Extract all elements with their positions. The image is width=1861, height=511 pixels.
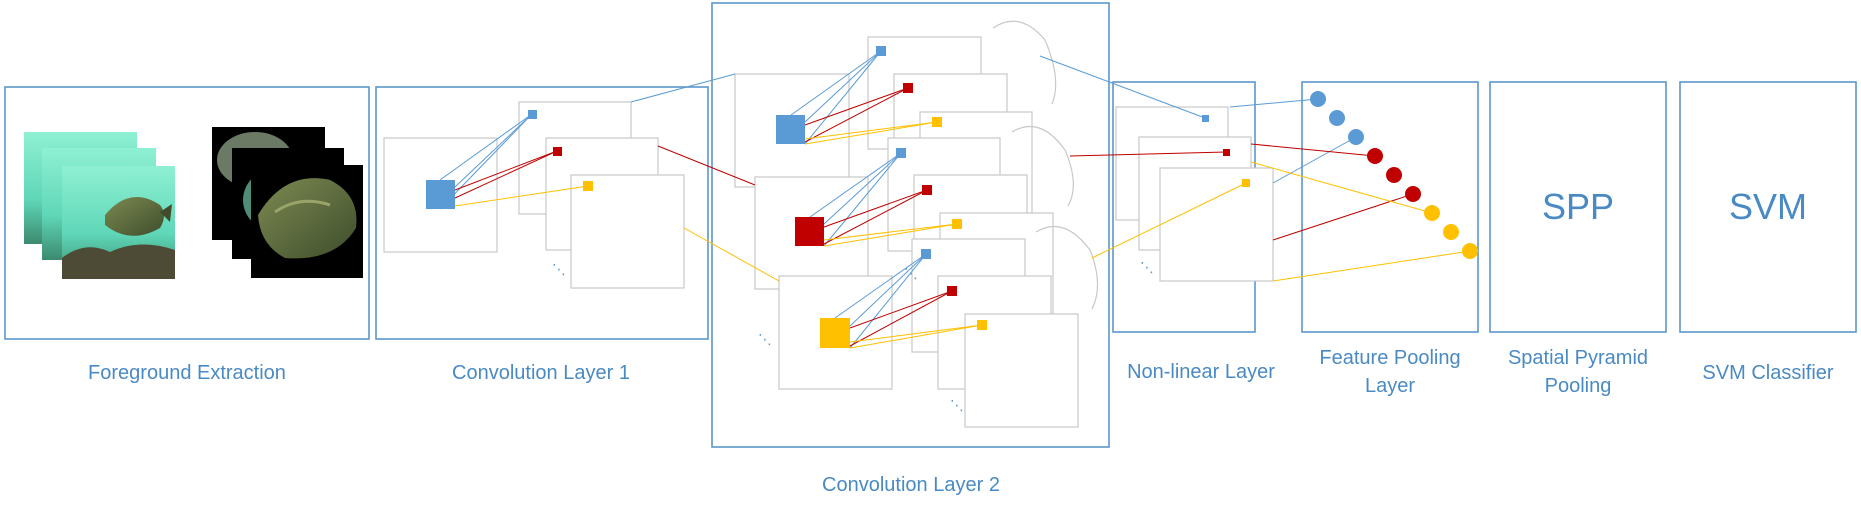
nonlinear-to-pooling-lines: [1229, 98, 1471, 282]
foreground-extraction-label: Foreground Extraction: [88, 362, 286, 384]
spatial-pyramid-pooling-label-line2: Pooling: [1545, 375, 1612, 397]
feature-pooling-box: [1301, 81, 1479, 333]
spp-box-text: SPP: [1542, 186, 1614, 227]
convolution-layer-1-label: Convolution Layer 1: [452, 362, 630, 384]
conv2-kernel-red: [795, 217, 824, 246]
non-linear-layer-label: Non-linear Layer: [1127, 361, 1275, 383]
conv1-output-blue: [528, 110, 537, 119]
svm-box: [1679, 81, 1857, 333]
pooled-feature-red-2: [1386, 167, 1402, 183]
conv2-page-curls: [992, 20, 1099, 310]
conv2-more-maps-marker-1: ⋱: [904, 266, 918, 282]
nonlinear-more-maps-marker: ⋱: [1140, 260, 1154, 276]
convolution-layer-1-stage: ⋱ Convolution Layer 1: [375, 86, 709, 384]
pooled-feature-blue-2: [1329, 110, 1345, 126]
nonlinear-output-blue: [1202, 115, 1209, 122]
svm-classifier-stage: SVM SVM Classifier: [1679, 81, 1857, 384]
pooled-feature-yellow-2: [1443, 224, 1459, 240]
convolution-layer-2-label: Convolution Layer 2: [822, 474, 1000, 496]
nonlinear-output-red: [1223, 149, 1230, 156]
non-linear-layer-stage: ⋱ Non-linear Layer: [1112, 81, 1275, 383]
conv2-more-maps-marker-3: ⋱: [950, 398, 964, 414]
conv2-to-nonlinear-lines: [1039, 55, 1247, 259]
conv1-feature-map-3: [570, 174, 685, 289]
original-image-stack: [24, 132, 175, 279]
feature-pooling-stage: Feature Pooling Layer: [1229, 81, 1479, 397]
spp-box: [1489, 81, 1667, 333]
original-image-front: [62, 166, 175, 279]
conv1-kernel: [426, 180, 455, 209]
conv1-connection-lines: [439, 113, 589, 210]
conv2-kernel-blue: [776, 115, 805, 144]
feature-pooling-label-line1: Feature Pooling: [1319, 347, 1460, 369]
conv1-output-red: [553, 147, 562, 156]
foreground-extraction-stage: Foreground Extraction: [4, 86, 370, 384]
conv1-to-conv2-lines: [630, 73, 780, 282]
svm-box-text: SVM: [1729, 186, 1807, 227]
feature-pooling-label-line2: Layer: [1365, 375, 1415, 397]
foreground-extraction-box: [4, 86, 370, 340]
svm-classifier-label: SVM Classifier: [1702, 362, 1833, 384]
conv2-more-maps-marker-2: ⋱: [758, 332, 772, 348]
conv2-map-3c: [964, 313, 1079, 428]
extracted-image-front: [251, 165, 363, 278]
nonlinear-map-3: [1159, 167, 1274, 282]
convolution-layer-1-box: [375, 86, 709, 340]
extracted-image-stack: [212, 127, 363, 278]
spatial-pyramid-pooling-label-line1: Spatial Pyramid: [1508, 347, 1648, 369]
conv2-connection-lines: [790, 50, 983, 349]
convolution-layer-2-stage: ⋱ ⋱ ⋱ Convolution Layer 2: [711, 2, 1110, 496]
convolution-layer-2-box: [711, 2, 1110, 448]
conv1-more-maps-marker: ⋱: [552, 262, 566, 278]
conv2-kernel-yellow: [820, 318, 850, 348]
spatial-pyramid-pooling-stage: SPP Spatial Pyramid Pooling: [1489, 81, 1667, 397]
